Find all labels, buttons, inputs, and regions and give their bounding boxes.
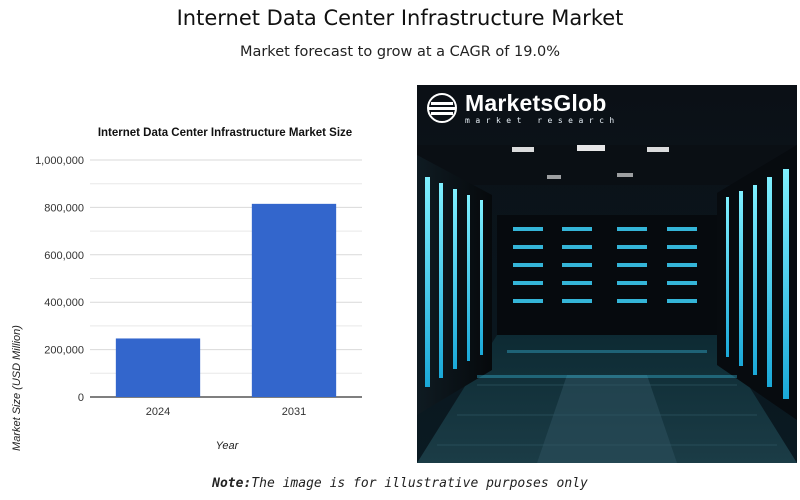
globe-icon bbox=[427, 93, 457, 123]
bar-2024 bbox=[115, 338, 201, 397]
server-room-photo: MarketsGlob market research bbox=[417, 85, 797, 463]
y-tick-label: 0 bbox=[78, 392, 84, 404]
chart-ticks: 0 200,000 400,000 600,000 800,000 1,000,000 20… bbox=[35, 155, 306, 418]
note-text: The image is for illustrative purposes o… bbox=[251, 476, 588, 491]
page-title: Internet Data Center Infrastructure Mark… bbox=[176, 6, 624, 30]
logo-name: MarketsGlob bbox=[465, 90, 607, 116]
y-tick-label: 600,000 bbox=[44, 250, 84, 262]
chart-bars bbox=[115, 203, 337, 397]
x-tick-label: 2024 bbox=[146, 406, 170, 418]
x-tick-label: 2031 bbox=[282, 406, 306, 418]
x-axis-label: Year bbox=[216, 440, 240, 452]
footer-note: Note:The image is for illustrative purpo… bbox=[0, 476, 800, 491]
y-tick-label: 1,000,000 bbox=[35, 155, 84, 167]
logo-tagline: market research bbox=[465, 116, 620, 125]
chart-title: Internet Data Center Infrastructure Mark… bbox=[98, 127, 352, 139]
note-label: Note: bbox=[212, 476, 252, 491]
y-tick-label: 200,000 bbox=[44, 345, 84, 357]
page-subtitle: Market forecast to grow at a CAGR of 19.… bbox=[239, 44, 561, 60]
y-tick-label: 400,000 bbox=[44, 297, 84, 309]
brand-logo: MarketsGlob market research bbox=[425, 91, 620, 125]
y-axis-label: Market Size (USD Million) bbox=[11, 325, 23, 451]
bar-2031 bbox=[251, 203, 337, 397]
y-tick-label: 800,000 bbox=[44, 202, 84, 214]
server-room-illustration bbox=[417, 85, 797, 463]
bar-chart: Internet Data Center Infrastructure Mark… bbox=[11, 127, 362, 452]
